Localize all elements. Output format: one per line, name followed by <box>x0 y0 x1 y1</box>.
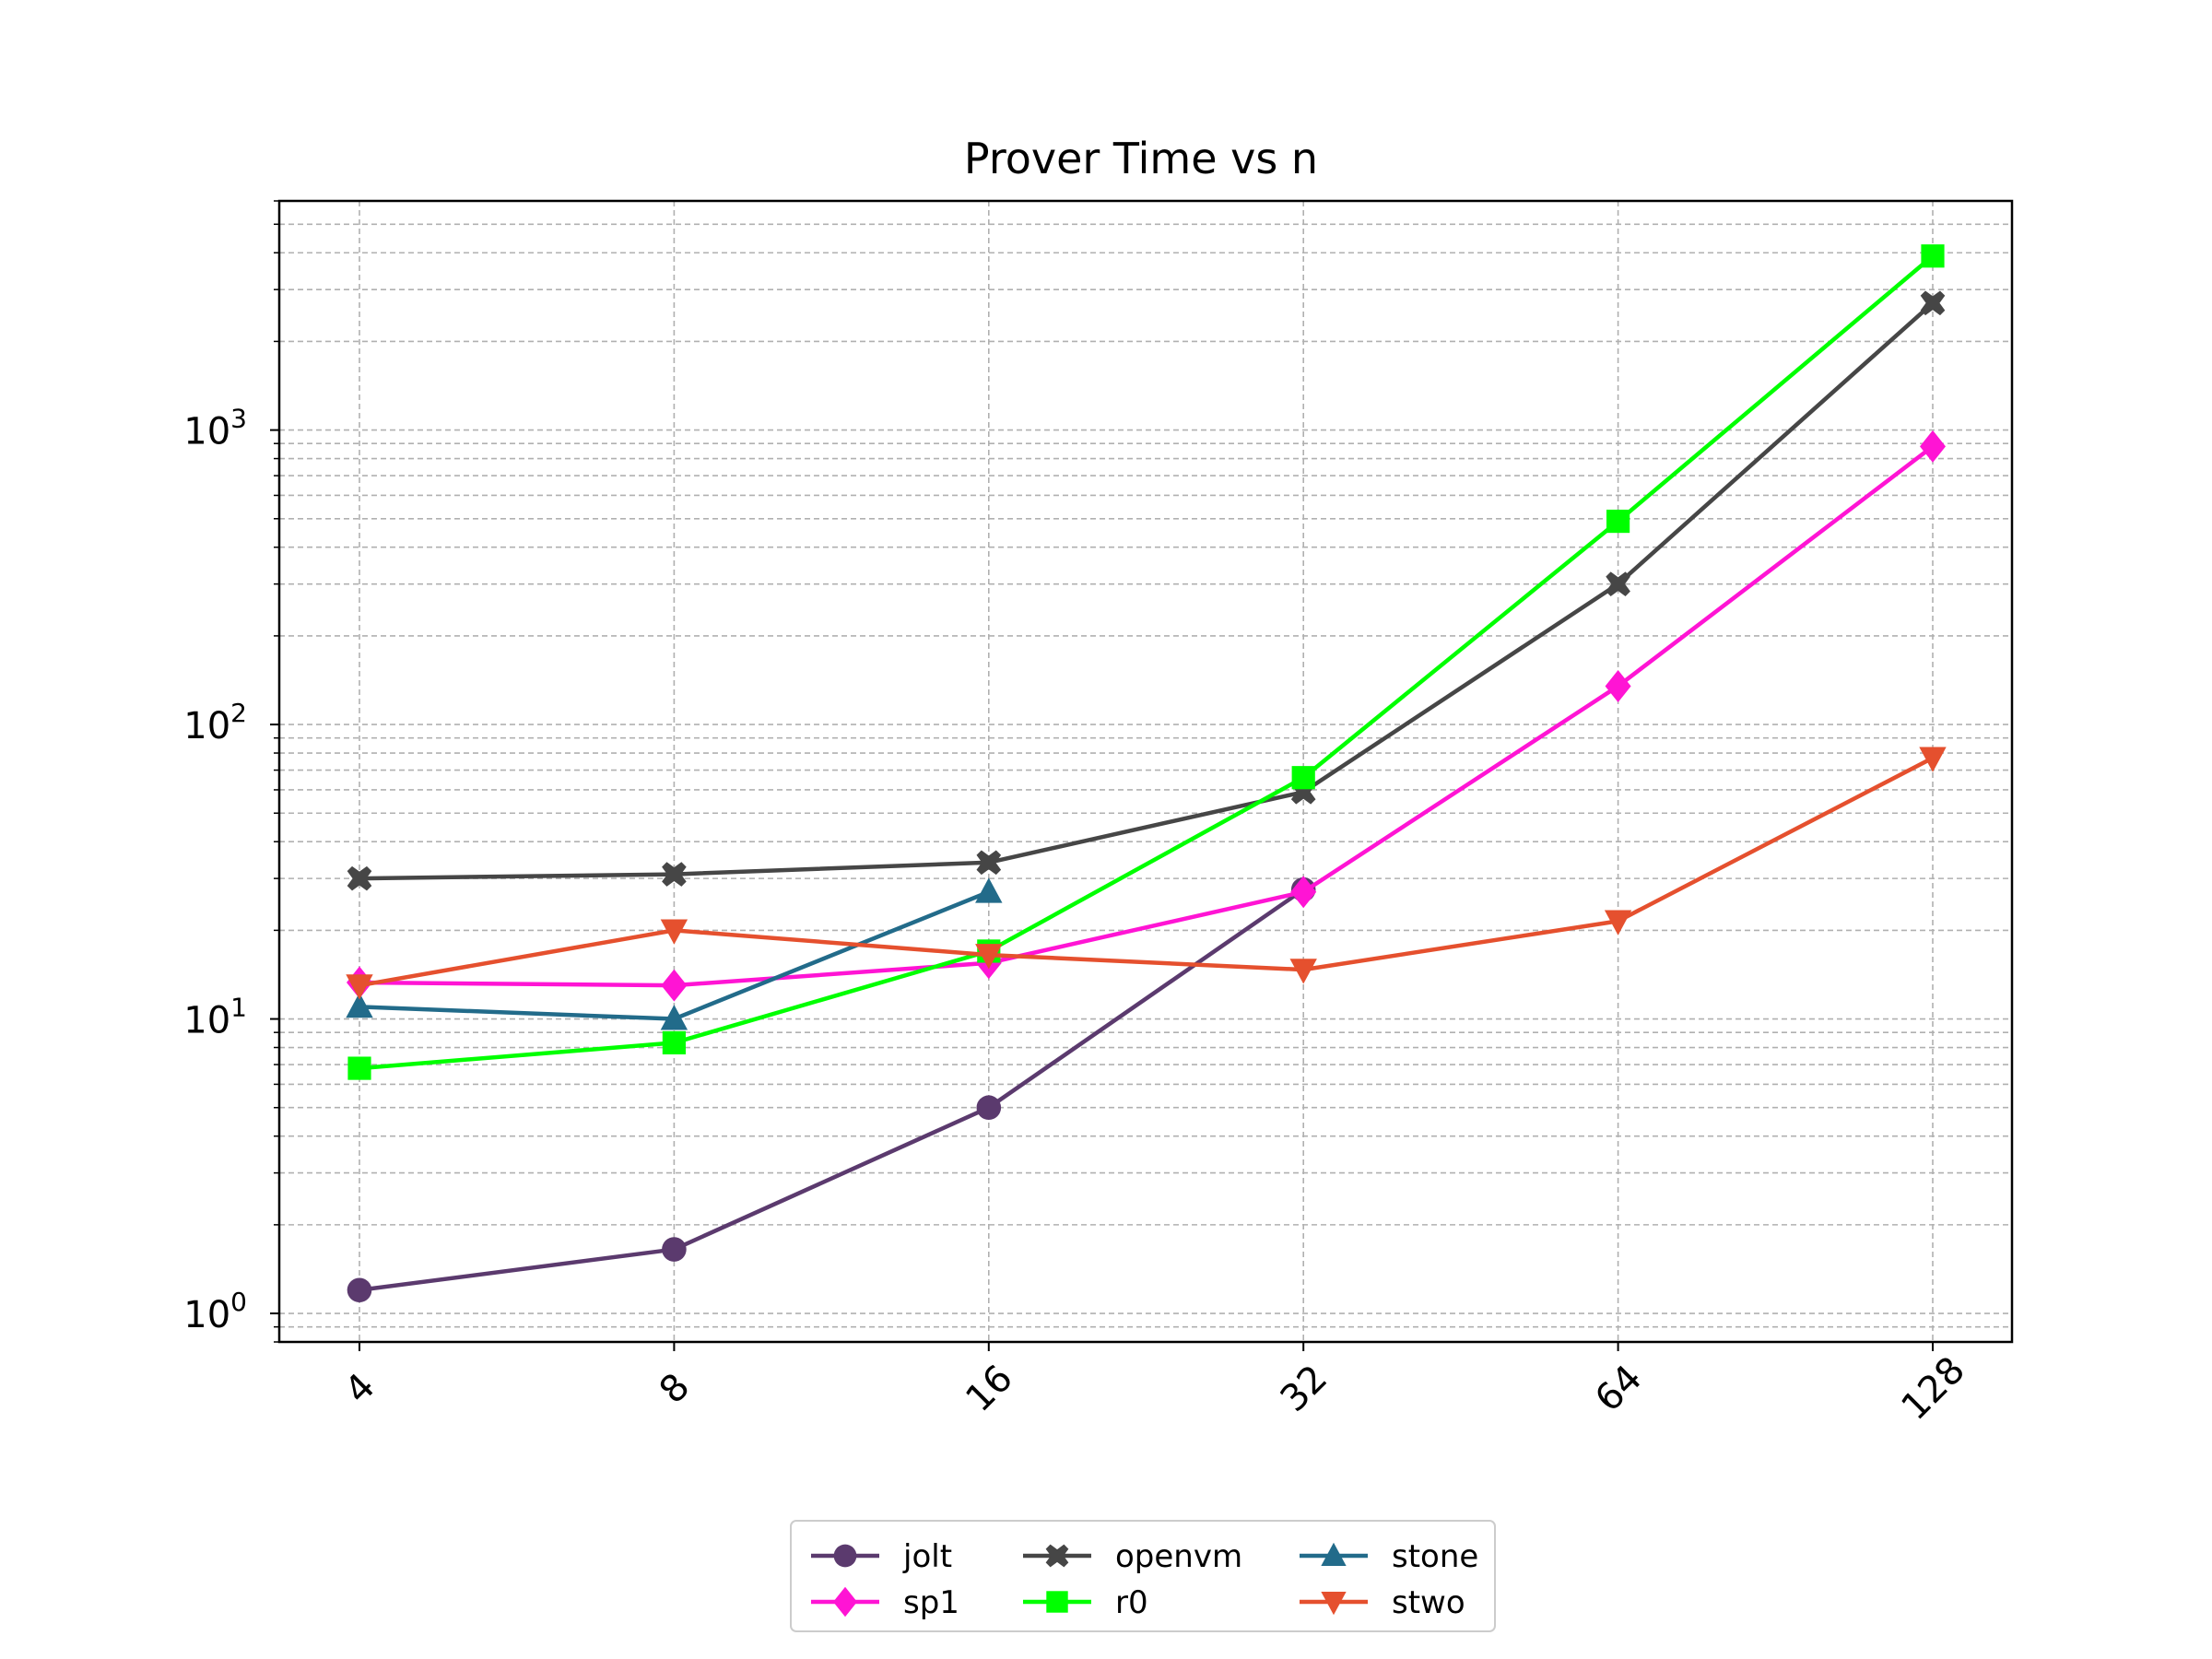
y-tick-label: 102 <box>183 698 247 747</box>
series-line-stwo <box>357 756 1936 988</box>
legend-label-r0: r0 <box>1115 1584 1148 1621</box>
y-tick-label-base: 10 <box>183 411 230 453</box>
y-tick-label: 103 <box>183 404 247 453</box>
series-r0 <box>347 244 1945 1080</box>
series-line-sp1 <box>357 444 1936 988</box>
legend-label-sp1: sp1 <box>903 1584 959 1621</box>
data-point-sp1 <box>1290 876 1317 909</box>
data-point-r0 <box>1606 509 1630 534</box>
data-point-r0 <box>662 1030 686 1055</box>
series-line-r0 <box>357 253 1936 1071</box>
legend-label-jolt: jolt <box>902 1538 952 1575</box>
data-point-jolt <box>347 1277 372 1303</box>
legend-marker-stone <box>1321 1542 1347 1567</box>
legend-marker-sp1 <box>833 1586 857 1618</box>
data-point-openvm <box>347 865 372 891</box>
y-tick-label-base: 10 <box>183 705 230 747</box>
data-point-sp1 <box>1920 429 1946 463</box>
legend-item-r0: r0 <box>1023 1584 1148 1621</box>
y-tick-label-exponent: 2 <box>230 698 247 728</box>
data-point-sp1 <box>661 969 688 1002</box>
data-point-stone <box>346 992 373 1018</box>
legend: jolt sp1 openvm r0 stone stwo <box>790 1520 1496 1632</box>
series-stone <box>346 877 1003 1030</box>
data-point-sp1 <box>1605 669 1631 702</box>
legend-marker-jolt <box>833 1544 857 1568</box>
data-point-openvm <box>662 862 687 887</box>
data-point-r0 <box>1291 766 1315 790</box>
data-point-stwo <box>975 944 1003 970</box>
series-line-openvm <box>357 300 1936 881</box>
data-point-jolt <box>662 1237 687 1262</box>
data-point-openvm <box>1606 571 1630 596</box>
y-tick-label-exponent: 1 <box>230 993 247 1023</box>
y-tick-label: 100 <box>183 1287 247 1336</box>
data-point-r0 <box>347 1056 371 1080</box>
y-tick-label-exponent: 3 <box>230 404 247 434</box>
data-point-openvm <box>976 850 1002 876</box>
legend-label-openvm: openvm <box>1115 1538 1242 1575</box>
data-point-stone <box>975 877 1003 903</box>
data-point-r0 <box>1921 244 1945 268</box>
data-point-stwo <box>346 974 373 1000</box>
series-layer <box>346 244 1947 1303</box>
y-tick-label-exponent: 0 <box>230 1287 247 1317</box>
chart-title: Prover Time vs n <box>964 134 1318 183</box>
legend-label-stwo: stwo <box>1392 1584 1465 1621</box>
legend-marker-openvm <box>1045 1544 1069 1568</box>
y-tick-label: 101 <box>183 993 247 1042</box>
data-point-stwo <box>1289 959 1317 984</box>
data-point-stwo <box>660 919 688 945</box>
data-point-stwo <box>1604 910 1632 935</box>
legend-item-sp1: sp1 <box>811 1584 959 1621</box>
y-tick-label-base: 10 <box>183 1294 230 1336</box>
data-point-openvm <box>1920 290 1946 316</box>
legend-item-stone: stone <box>1300 1538 1478 1575</box>
legend-item-stwo: stwo <box>1300 1584 1465 1621</box>
data-point-stone <box>660 1005 688 1030</box>
legend-item-jolt: jolt <box>811 1538 952 1575</box>
plot-frame <box>277 199 2014 1344</box>
series-stwo <box>346 747 1947 1000</box>
series-line-jolt <box>357 887 1306 1292</box>
legend-marker-r0 <box>1046 1591 1068 1613</box>
data-point-stwo <box>1919 747 1947 772</box>
legend-marker-stwo <box>1321 1591 1347 1616</box>
y-tick-label-base: 10 <box>183 1000 230 1042</box>
legend-item-openvm: openvm <box>1023 1538 1242 1575</box>
data-point-jolt <box>976 1095 1002 1121</box>
legend-label-stone: stone <box>1392 1538 1478 1575</box>
